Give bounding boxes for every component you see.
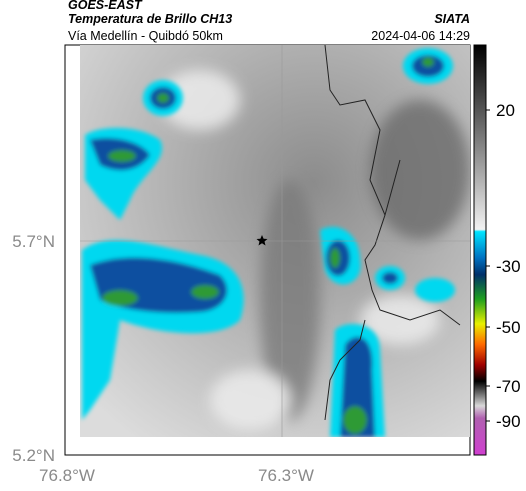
colorbar-label: -50 <box>496 318 521 337</box>
longitude-label: 76.8°W <box>39 466 95 485</box>
latitude-label: 5.2°N <box>12 446 55 465</box>
route: Vía Medellín - Quibdó 50km <box>68 29 223 43</box>
colorbar-label: 20 <box>496 101 515 120</box>
timestamp: 2024-04-06 14:29 <box>371 29 470 43</box>
location-marker <box>256 235 268 246</box>
source: GOES-EAST <box>68 0 143 12</box>
latitude-label: 5.7°N <box>12 232 55 251</box>
colorbar <box>473 44 487 456</box>
satellite-image <box>80 45 470 437</box>
colorbar-label: -90 <box>496 412 521 431</box>
title: Temperatura de Brillo CH13 <box>68 12 232 26</box>
credit: SIATA <box>434 12 470 26</box>
colorbar-label: -30 <box>496 257 521 276</box>
colorbar-label: -70 <box>496 377 521 396</box>
colorbar-ticks <box>486 109 490 422</box>
longitude-label: 76.3°W <box>258 466 314 485</box>
